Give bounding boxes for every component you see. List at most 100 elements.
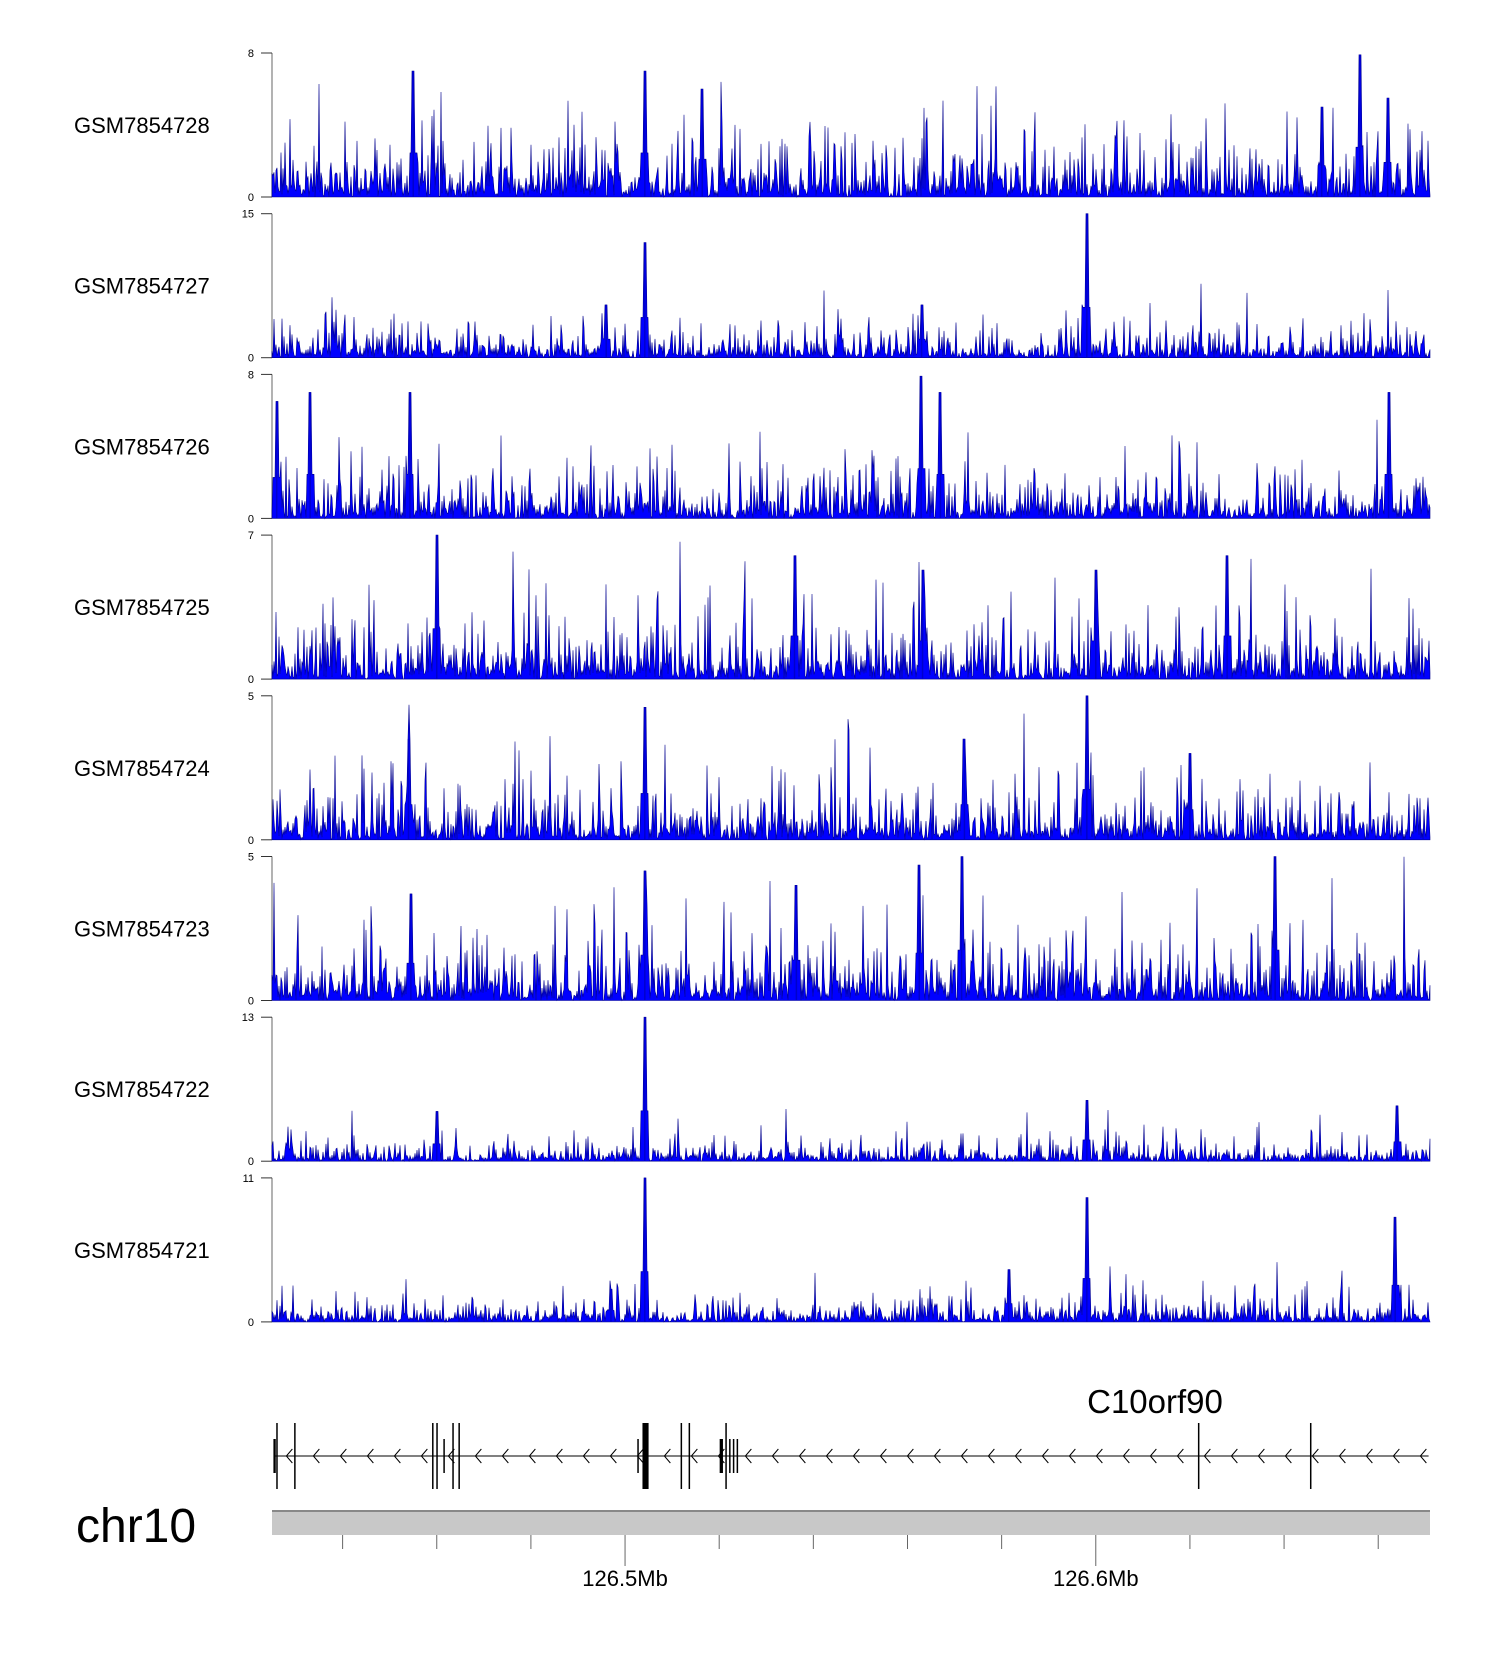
strand-arrow-icon bbox=[879, 1448, 887, 1464]
strand-arrow-icon bbox=[366, 1448, 374, 1464]
strand-arrow-icon bbox=[312, 1448, 320, 1464]
signal-area bbox=[271, 534, 1431, 681]
strand-arrow-icon bbox=[501, 1448, 509, 1464]
track-label: GSM7854728 bbox=[74, 113, 210, 138]
strand-arrow-icon bbox=[555, 1448, 563, 1464]
strand-arrow-icon bbox=[825, 1448, 833, 1464]
strand-arrow-icon bbox=[582, 1448, 590, 1464]
track-label: GSM7854726 bbox=[74, 434, 210, 459]
exon bbox=[688, 1423, 691, 1489]
y-tick-label: 11 bbox=[243, 1173, 254, 1185]
y-tick-label: 13 bbox=[242, 1012, 254, 1024]
strand-arrow-icon bbox=[987, 1448, 995, 1464]
strand-arrow-icon bbox=[1122, 1448, 1130, 1464]
y-tick-label: 0 bbox=[248, 353, 254, 365]
y-tick-label: 0 bbox=[248, 513, 254, 525]
signal-area bbox=[271, 1177, 1431, 1323]
y-tick-label: 5 bbox=[248, 691, 254, 703]
strand-arrow-icon bbox=[1311, 1448, 1319, 1464]
strand-arrow-icon bbox=[420, 1448, 428, 1464]
strand-arrow-icon bbox=[1257, 1448, 1265, 1464]
strand-arrow-icon bbox=[771, 1448, 779, 1464]
strand-arrow-icon bbox=[1365, 1448, 1373, 1464]
exon bbox=[732, 1439, 735, 1473]
strand-arrow-icon bbox=[1419, 1448, 1427, 1464]
track-label: GSM7854725 bbox=[74, 595, 210, 620]
exon bbox=[1309, 1423, 1312, 1489]
y-tick-label: 0 bbox=[248, 192, 254, 204]
strand-arrow-icon bbox=[690, 1448, 698, 1464]
strand-arrow-icon bbox=[285, 1448, 293, 1464]
y-tick-label: 0 bbox=[248, 835, 254, 847]
track-GSM7854725: GSM7854725 0 7 bbox=[74, 530, 1431, 686]
track-GSM7854727: GSM7854727 0 15 bbox=[74, 209, 1431, 365]
strand-arrow-icon bbox=[1203, 1448, 1211, 1464]
track-GSM7854726: GSM7854726 0 8 bbox=[74, 369, 1431, 525]
strand-arrow-icon bbox=[609, 1448, 617, 1464]
y-tick-label: 0 bbox=[248, 674, 254, 686]
exon bbox=[637, 1439, 639, 1473]
y-tick-label: 8 bbox=[248, 48, 254, 60]
chromosome-label: chr10 bbox=[76, 1500, 196, 1553]
exon bbox=[725, 1423, 727, 1489]
major-tick-label: 126.6Mb bbox=[1053, 1566, 1139, 1591]
exon bbox=[680, 1423, 683, 1489]
track-GSM7854722: GSM7854722 0 13 bbox=[74, 1012, 1431, 1168]
strand-arrow-icon bbox=[339, 1448, 347, 1464]
exon bbox=[276, 1423, 278, 1489]
track-label: GSM7854723 bbox=[74, 917, 210, 942]
strand-arrow-icon bbox=[1068, 1448, 1076, 1464]
track-GSM7854721: GSM7854721 0 11 bbox=[74, 1173, 1431, 1329]
strand-arrow-icon bbox=[528, 1448, 536, 1464]
exon bbox=[458, 1423, 460, 1489]
exon bbox=[452, 1423, 454, 1489]
strand-arrow-icon bbox=[474, 1448, 482, 1464]
exon bbox=[432, 1423, 434, 1489]
exon bbox=[436, 1423, 438, 1489]
y-tick-label: 8 bbox=[248, 369, 254, 381]
signal-area bbox=[271, 1016, 1431, 1163]
y-tick-label: 7 bbox=[248, 530, 254, 542]
strand-arrow-icon bbox=[744, 1448, 752, 1464]
y-tick-label: 0 bbox=[248, 996, 254, 1008]
exon bbox=[642, 1423, 649, 1489]
gene-name-label: C10orf90 bbox=[1087, 1383, 1223, 1420]
track-GSM7854724: GSM7854724 0 5 bbox=[74, 691, 1431, 847]
track-label: GSM7854727 bbox=[74, 274, 210, 299]
strand-arrow-icon bbox=[393, 1448, 401, 1464]
signal-area bbox=[271, 856, 1431, 1002]
track-label: GSM7854724 bbox=[74, 756, 210, 781]
chromosome-bar bbox=[272, 1511, 1430, 1535]
strand-arrow-icon bbox=[906, 1448, 914, 1464]
track-GSM7854728: GSM7854728 0 8 bbox=[74, 48, 1431, 204]
y-tick-label: 15 bbox=[242, 209, 254, 221]
exon bbox=[719, 1439, 723, 1473]
strand-arrow-icon bbox=[1095, 1448, 1103, 1464]
strand-arrow-icon bbox=[1149, 1448, 1157, 1464]
strand-arrow-icon bbox=[1284, 1448, 1292, 1464]
strand-arrow-icon bbox=[1176, 1448, 1184, 1464]
strand-arrow-icon bbox=[960, 1448, 968, 1464]
exon bbox=[729, 1439, 731, 1473]
track-GSM7854723: GSM7854723 0 5 bbox=[74, 852, 1431, 1008]
exon bbox=[443, 1439, 445, 1473]
track-label: GSM7854721 bbox=[74, 1238, 210, 1263]
exon bbox=[1197, 1423, 1200, 1489]
exon bbox=[736, 1439, 739, 1473]
track-label: GSM7854722 bbox=[74, 1077, 210, 1102]
strand-arrow-icon bbox=[852, 1448, 860, 1464]
exon bbox=[273, 1439, 276, 1473]
strand-arrow-icon bbox=[933, 1448, 941, 1464]
signal-area bbox=[271, 213, 1431, 359]
signal-area bbox=[271, 54, 1431, 198]
exon bbox=[294, 1423, 296, 1489]
y-tick-label: 5 bbox=[248, 852, 254, 864]
strand-arrow-icon bbox=[1338, 1448, 1346, 1464]
major-tick-label: 126.5Mb bbox=[582, 1566, 668, 1591]
strand-arrow-icon bbox=[1392, 1448, 1400, 1464]
strand-arrow-icon bbox=[1014, 1448, 1022, 1464]
strand-arrow-icon bbox=[1041, 1448, 1049, 1464]
signal-tracks: GSM785472808GSM7854727015GSM785472608GSM… bbox=[74, 48, 1431, 1329]
signal-area bbox=[271, 695, 1431, 841]
